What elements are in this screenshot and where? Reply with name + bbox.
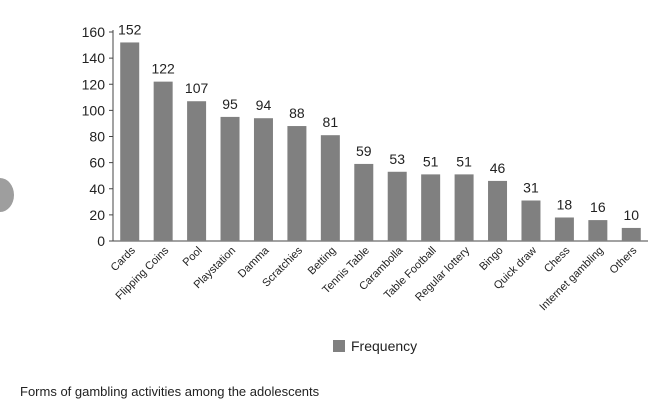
y-tick-label: 20	[89, 207, 105, 223]
data-label: 88	[289, 105, 305, 121]
bar	[454, 174, 474, 241]
bar	[488, 180, 508, 241]
x-tick-label: Internet gambling	[537, 245, 606, 314]
legend: Frequency	[333, 338, 417, 354]
bar	[387, 171, 407, 241]
bar	[187, 101, 207, 241]
data-label: 95	[222, 96, 238, 112]
x-tick-label: Chess	[542, 244, 573, 275]
y-axis: 0 20 40 60 80 100 120 140 160	[82, 24, 648, 249]
bar	[421, 174, 441, 241]
data-label: 46	[490, 160, 506, 176]
x-tick-label: Cards	[109, 244, 139, 274]
data-label: 152	[118, 21, 142, 37]
data-label: 51	[456, 153, 472, 169]
y-tick-label: 40	[89, 181, 105, 197]
x-tick-label: Pool	[181, 245, 205, 269]
bar	[253, 118, 273, 241]
bar	[354, 163, 374, 241]
y-tick-label: 120	[82, 76, 106, 92]
bar	[521, 200, 541, 241]
y-tick-label: 60	[89, 155, 105, 171]
data-label: 16	[590, 199, 606, 215]
bar	[120, 42, 140, 242]
y-tick-label: 100	[82, 102, 106, 118]
bar	[153, 81, 173, 241]
side-tab-icon[interactable]	[0, 178, 14, 212]
y-tick-label: 140	[82, 50, 106, 66]
x-tick-label: Betting	[306, 245, 339, 278]
bars-group: 152 122 107 95 94 88 81 59 53 51 51 46 31 18 16 10	[118, 21, 641, 242]
figure-caption: Forms of gambling activities among the a…	[20, 384, 320, 399]
bar	[220, 116, 240, 241]
data-label: 51	[423, 153, 439, 169]
bar	[621, 227, 641, 241]
data-label: 94	[256, 97, 272, 113]
y-tick-label: 0	[97, 233, 105, 249]
data-label: 18	[557, 196, 573, 212]
bar	[588, 220, 608, 241]
data-label: 81	[323, 114, 339, 130]
y-tick-label: 160	[82, 24, 106, 40]
x-tick-label: Bingo	[477, 245, 505, 273]
legend-label: Frequency	[351, 338, 417, 354]
data-label: 59	[356, 143, 372, 159]
bar	[554, 217, 574, 241]
data-label: 53	[389, 151, 405, 167]
y-tick-label: 80	[89, 129, 105, 145]
x-tick-label: Others	[608, 244, 640, 276]
data-label: 122	[151, 61, 175, 77]
data-label: 107	[185, 80, 209, 96]
data-label: 10	[623, 207, 639, 223]
data-label: 31	[523, 180, 539, 196]
legend-swatch	[333, 340, 345, 352]
bar	[287, 126, 307, 241]
bar	[320, 135, 340, 241]
